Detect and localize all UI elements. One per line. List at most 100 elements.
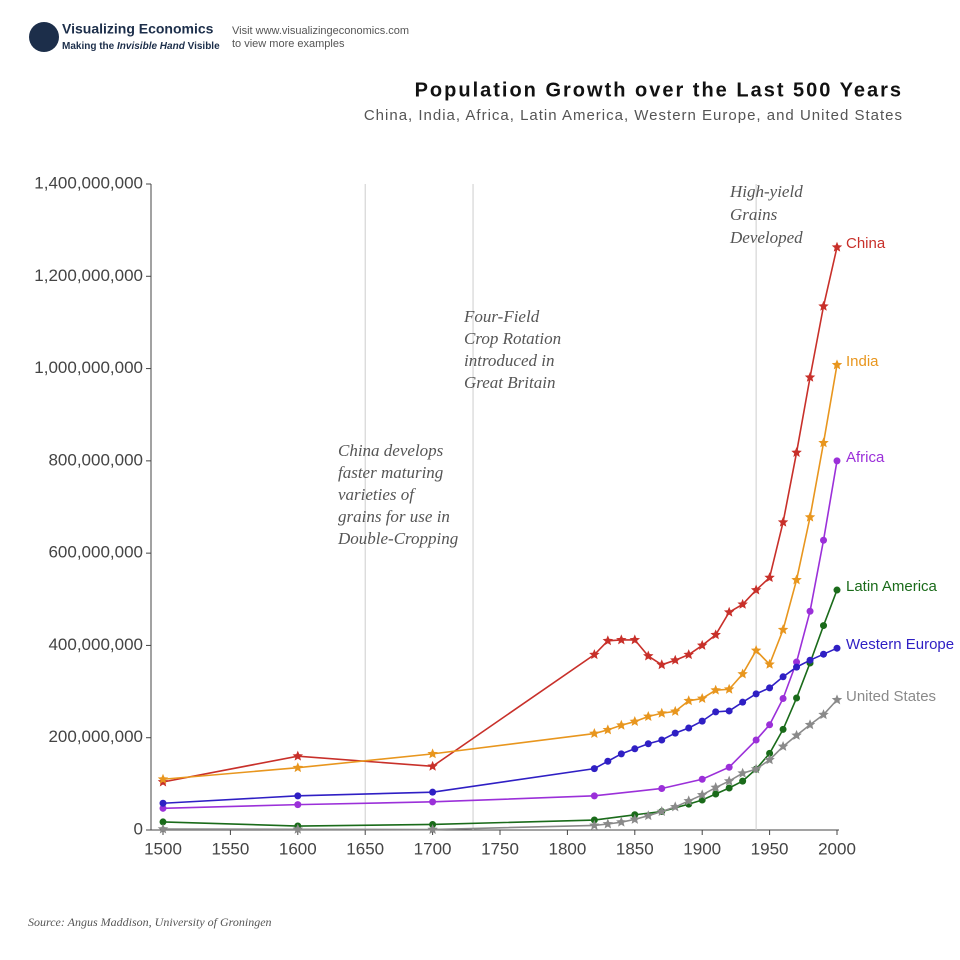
annotation: China develops xyxy=(338,441,444,460)
point xyxy=(602,724,614,735)
annotation: varieties of xyxy=(338,485,416,504)
point xyxy=(643,650,654,661)
point xyxy=(831,359,843,370)
annotation: Grains xyxy=(730,205,778,224)
point xyxy=(791,729,802,740)
point xyxy=(806,656,814,664)
point xyxy=(696,692,708,703)
point xyxy=(725,707,733,715)
point xyxy=(616,634,627,645)
annotation: Great Britain xyxy=(464,373,555,392)
logo-icon xyxy=(29,22,59,52)
y-tick-label: 600,000,000 xyxy=(48,543,143,562)
point xyxy=(656,659,667,670)
point xyxy=(723,606,735,617)
point xyxy=(643,810,654,821)
series-line xyxy=(162,699,838,831)
point xyxy=(671,729,679,737)
x-tick-label: 1650 xyxy=(346,839,384,858)
point xyxy=(804,511,816,522)
point xyxy=(764,754,775,765)
point xyxy=(159,818,167,826)
point xyxy=(737,598,748,609)
point xyxy=(429,798,437,806)
point xyxy=(818,437,829,448)
point xyxy=(766,684,774,692)
point xyxy=(670,705,681,716)
point xyxy=(750,645,762,655)
point xyxy=(820,536,828,544)
series-line xyxy=(162,247,838,783)
y-tick-label: 1,200,000,000 xyxy=(34,266,143,285)
point xyxy=(589,649,600,660)
point xyxy=(793,694,801,702)
point xyxy=(670,801,681,812)
point xyxy=(629,716,641,727)
series-line xyxy=(162,364,838,781)
y-tick-label: 1,000,000,000 xyxy=(34,358,143,377)
point xyxy=(429,788,437,796)
point xyxy=(656,806,667,816)
x-tick-label: 1600 xyxy=(279,839,317,858)
point xyxy=(617,750,625,758)
point xyxy=(833,457,841,465)
point xyxy=(750,763,762,774)
x-tick-label: 1800 xyxy=(548,839,586,858)
point xyxy=(292,762,304,773)
series-line xyxy=(162,460,838,810)
point xyxy=(752,690,760,698)
point xyxy=(427,748,438,759)
point xyxy=(737,767,748,778)
annotation: Developed xyxy=(729,228,803,247)
point xyxy=(739,698,747,706)
point xyxy=(427,824,438,834)
point xyxy=(292,750,304,761)
point xyxy=(631,745,639,753)
y-tick-label: 800,000,000 xyxy=(48,450,143,469)
point xyxy=(777,740,789,751)
point xyxy=(777,516,789,527)
point xyxy=(750,584,762,595)
point xyxy=(602,818,614,829)
point xyxy=(157,773,169,784)
x-tick-label: 1900 xyxy=(683,839,721,858)
point xyxy=(294,792,302,800)
point xyxy=(804,371,816,382)
legend-label: Western Europe xyxy=(846,636,954,653)
series-line xyxy=(162,589,838,827)
point xyxy=(590,765,598,773)
point xyxy=(292,823,304,834)
x-tick-label: 1850 xyxy=(616,839,654,858)
x-tick-label: 2000 xyxy=(818,839,856,858)
point xyxy=(820,650,828,658)
point xyxy=(696,639,708,650)
point xyxy=(589,728,600,739)
point xyxy=(159,799,167,807)
point xyxy=(766,721,774,729)
point xyxy=(710,629,721,640)
point xyxy=(602,635,614,646)
point xyxy=(670,654,681,665)
point xyxy=(698,775,706,783)
point xyxy=(604,757,612,765)
legend-label: India xyxy=(846,353,879,370)
point xyxy=(656,707,667,718)
point xyxy=(737,668,748,679)
annotation: Double-Cropping xyxy=(337,529,458,548)
point xyxy=(723,775,735,786)
point xyxy=(710,782,721,792)
point xyxy=(818,300,829,311)
point xyxy=(725,763,733,771)
point xyxy=(831,694,843,705)
chart-title: Population Growth over the Last 500 Year… xyxy=(415,79,903,101)
point xyxy=(710,684,721,695)
point xyxy=(616,816,627,827)
x-tick-label: 1700 xyxy=(414,839,452,858)
point xyxy=(629,813,641,824)
annotation: introduced in xyxy=(464,351,555,370)
point xyxy=(589,819,600,830)
point xyxy=(766,749,774,757)
x-tick-label: 1500 xyxy=(144,839,182,858)
y-tick-label: 200,000,000 xyxy=(48,727,143,746)
point xyxy=(644,740,652,748)
